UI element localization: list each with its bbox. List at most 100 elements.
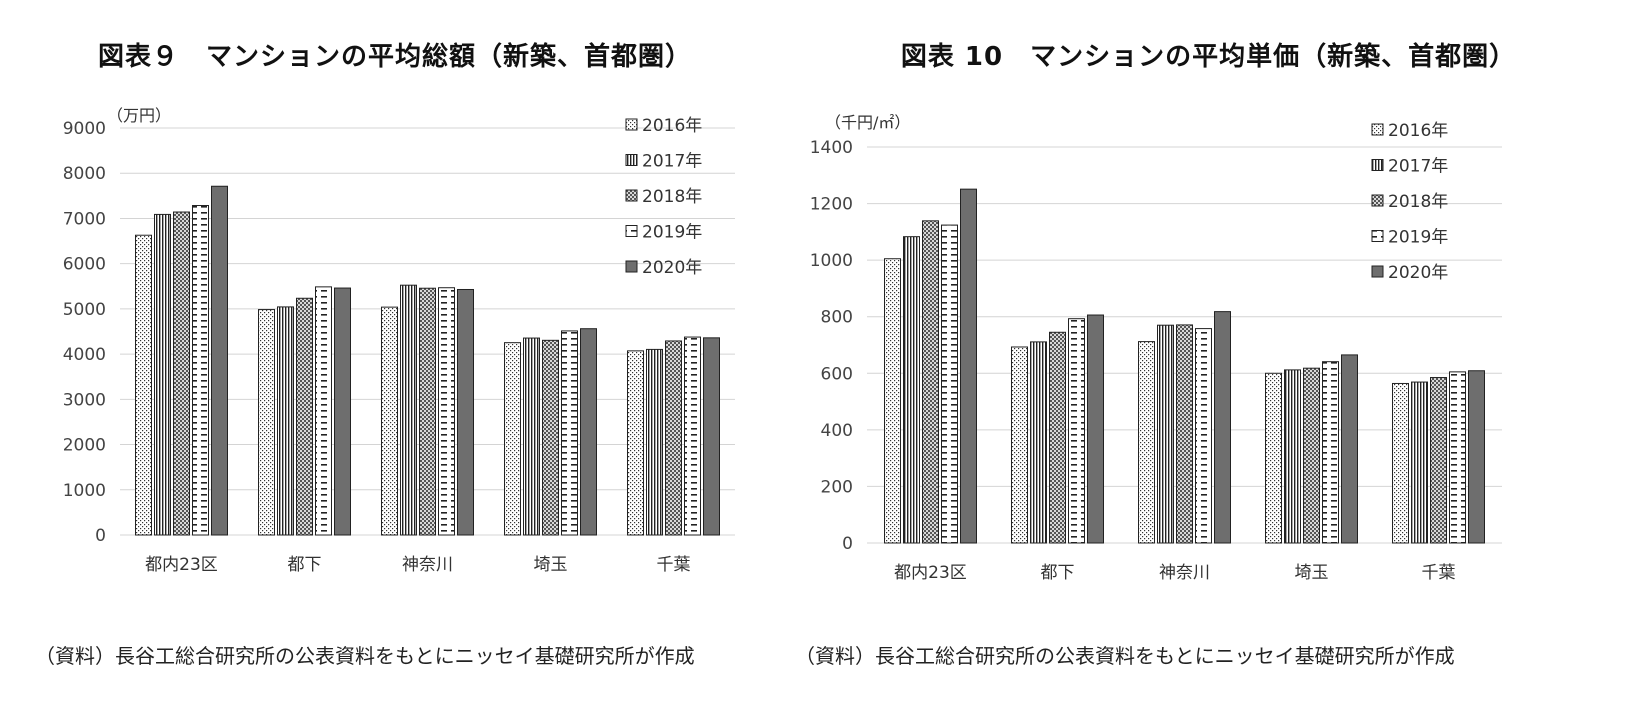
bar [580, 328, 597, 536]
legend-label: 2016年 [1388, 121, 1448, 141]
bar [903, 236, 920, 544]
bar [1265, 372, 1282, 544]
bar [1214, 311, 1231, 544]
x-tick-label: 都内23区 [145, 555, 218, 575]
bar [258, 309, 275, 536]
legend-swatch [625, 118, 638, 131]
bar [941, 224, 958, 544]
chart-panel-average-price: 図表９ マンションの平均総額（新築、首都圏） 0 1000 2000 3000 4000… [0, 0, 790, 719]
bar [504, 342, 521, 536]
bar [1030, 341, 1047, 544]
y-tick-label: 400 [821, 421, 853, 441]
y-tick-label: 7000 [63, 209, 106, 229]
bar [1430, 377, 1447, 544]
bar [296, 297, 313, 536]
x-tick-label: 都内23区 [894, 563, 967, 583]
y-tick-label: 200 [821, 477, 853, 497]
y-tick-label: 800 [821, 308, 853, 328]
y-tick-label: 5000 [63, 300, 106, 320]
bar [1341, 354, 1358, 544]
bar [1468, 370, 1485, 544]
bar [884, 258, 901, 544]
legend-label: 2017年 [642, 152, 702, 172]
bar [1157, 324, 1174, 544]
bar [523, 337, 540, 536]
y-unit-label: （千円/㎡） [825, 113, 910, 132]
bar [703, 337, 720, 536]
legend-swatch [1371, 123, 1384, 136]
y-tick-label: 0 [842, 534, 853, 554]
x-tick-label: 千葉 [657, 555, 691, 575]
y-tick-label: 8000 [63, 164, 106, 184]
legend-swatch [1371, 194, 1384, 207]
bar [1303, 367, 1320, 544]
bar [419, 287, 436, 536]
legend-swatch [1371, 159, 1384, 171]
bar [315, 286, 332, 536]
bar [400, 284, 417, 536]
x-tick-label: 千葉 [1422, 563, 1456, 583]
bar [646, 348, 663, 536]
bar [1195, 328, 1212, 544]
y-tick-label: 600 [821, 364, 853, 384]
bar [1138, 341, 1155, 544]
y-tick-label: 1000 [63, 481, 106, 501]
bar [192, 205, 209, 536]
bar [173, 211, 190, 536]
y-tick-label: 2000 [63, 436, 106, 456]
y-tick-label: 1000 [810, 251, 853, 271]
bar [561, 330, 578, 536]
bar [1322, 361, 1339, 544]
bar [1449, 371, 1466, 544]
source-note: （資料）長谷工総合研究所の公表資料をもとにニッセイ基礎研究所が作成 [35, 644, 695, 668]
bar [438, 287, 455, 536]
x-tick-label: 埼玉 [1295, 563, 1329, 583]
legend-label: 2016年 [642, 116, 702, 136]
bar-chart-unit-price: 0 200 400 600 800 1000 1200 1400 （千円/㎡） 都内23区 都下 神奈… [810, 113, 1502, 583]
bar [684, 336, 701, 536]
source-note: （資料）長谷工総合研究所の公表資料をもとにニッセイ基礎研究所が作成 [795, 644, 1455, 668]
chart-panel-unit-price: 図表 10 マンションの平均単価（新築、首都圏） 0 200 400 600 800 10… [790, 0, 1627, 719]
x-tick-label: 神奈川 [1159, 563, 1210, 583]
bar [1176, 324, 1193, 544]
bar [1049, 331, 1066, 544]
bar [277, 306, 294, 536]
x-tick-label: 都下 [288, 555, 322, 575]
bar [334, 287, 351, 536]
bar [1392, 382, 1409, 544]
y-tick-label: 1200 [810, 195, 853, 215]
bar [665, 340, 682, 536]
legend-swatch [625, 225, 638, 237]
bar [211, 185, 228, 536]
legend-swatch [625, 154, 638, 166]
bar [627, 350, 644, 536]
bar [457, 288, 474, 536]
legend-label: 2020年 [1388, 263, 1448, 283]
bar [960, 188, 977, 544]
y-tick-label: 4000 [63, 345, 106, 365]
legend-label: 2019年 [642, 223, 702, 243]
chart-title: 図表 10 マンションの平均単価（新築、首都圏） [900, 42, 1517, 72]
y-unit-label: （万円） [107, 106, 171, 125]
x-tick-label: 埼玉 [534, 555, 568, 575]
y-tick-label: 0 [95, 526, 106, 546]
bar [1411, 381, 1428, 544]
bar [1087, 314, 1104, 544]
y-tick-label: 9000 [63, 119, 106, 139]
y-tick-label: 6000 [63, 255, 106, 275]
legend-label: 2018年 [642, 187, 702, 207]
bar [1284, 369, 1301, 544]
bar [135, 234, 152, 536]
bar [542, 339, 559, 536]
x-tick-label: 都下 [1041, 563, 1075, 583]
legend-swatch [1371, 230, 1384, 242]
bar [381, 306, 398, 536]
legend-swatch [1371, 265, 1384, 278]
chart-title: 図表９ マンションの平均総額（新築、首都圏） [97, 42, 692, 72]
x-tick-label: 神奈川 [402, 555, 453, 575]
y-tick-label: 1400 [810, 138, 853, 158]
bar [922, 220, 939, 544]
y-tick-label: 3000 [63, 390, 106, 410]
bar [1011, 346, 1028, 544]
bar [154, 213, 171, 536]
